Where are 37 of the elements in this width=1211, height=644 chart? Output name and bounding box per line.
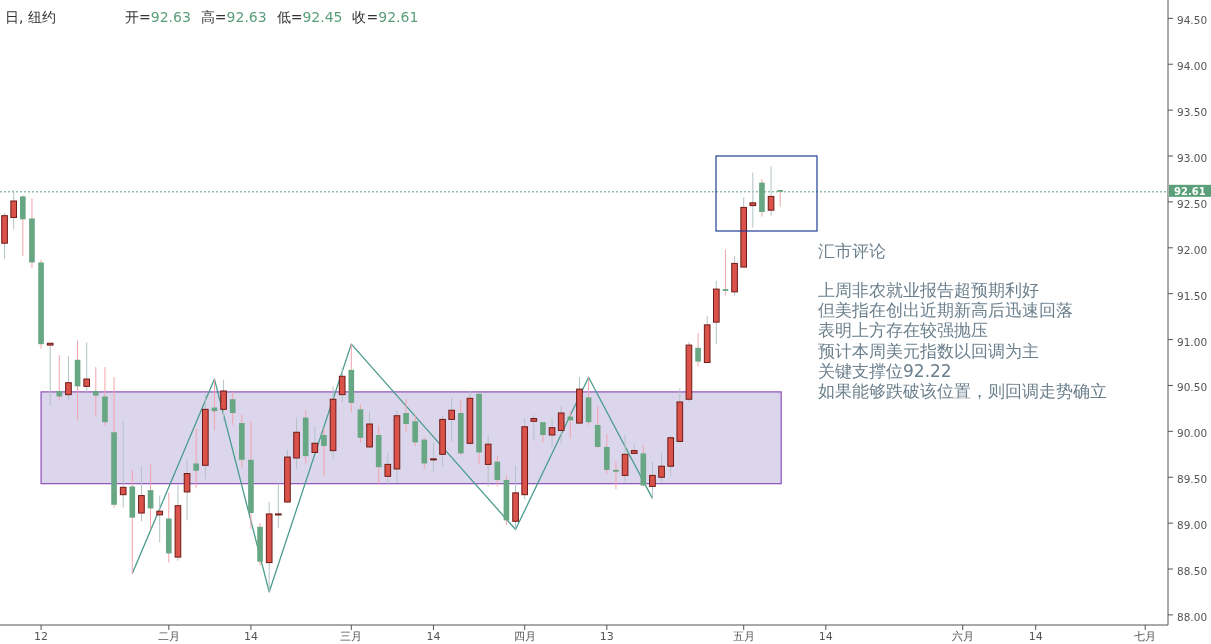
x-tick-label: 四月 [513, 630, 536, 643]
y-tick-label: 90.50 [1177, 381, 1208, 394]
annotation: 汇市评论 [818, 241, 886, 261]
y-tick-label: 89.00 [1177, 519, 1208, 532]
y-tick-label: 88.50 [1177, 565, 1208, 578]
ref-line-label: 92.61 [1174, 185, 1206, 197]
annotation: 关键支撑位92.22 [818, 360, 952, 381]
y-tick-label: 89.50 [1177, 473, 1208, 486]
x-tick-label: 七月 [1134, 630, 1157, 643]
x-tick-label: 14 [426, 630, 441, 643]
y-tick-label: 93.00 [1177, 152, 1208, 165]
y-tick-label: 93.50 [1177, 106, 1208, 119]
y-tick-label: 94.00 [1177, 60, 1208, 73]
x-tick-label: 六月 [951, 630, 974, 643]
x-tick-label: 14 [243, 630, 258, 643]
y-tick-label: 90.00 [1177, 427, 1208, 440]
annotation: 预计本周美元指数以回调为主 [818, 340, 1039, 361]
y-tick-label: 92.50 [1177, 197, 1208, 210]
x-tick-label: 二月 [157, 630, 180, 643]
y-tick-label: 88.00 [1177, 610, 1208, 623]
x-tick-label: 14 [818, 630, 833, 643]
y-tick-label: 91.00 [1177, 335, 1208, 348]
x-tick-label: 14 [1028, 630, 1043, 643]
text: 开=92.63 高=92.63 低=92.45 收=92.61 [125, 9, 419, 25]
y-tick-label: 92.00 [1177, 243, 1208, 256]
annotation: 表明上方存在较强抛压 [818, 320, 988, 341]
x-tick-label: 12 [34, 630, 49, 643]
annotation: 上周非农就业报告超预期利好 [818, 280, 1039, 300]
x-tick-label: 五月 [732, 630, 755, 643]
line-series [131, 343, 654, 593]
x-tick-label: 三月 [340, 630, 363, 643]
y-tick-label: 91.50 [1177, 289, 1208, 302]
x-tick-label: 13 [599, 630, 614, 643]
y-tick-label: 94.50 [1177, 14, 1208, 27]
annotation: 如果能够跌破该位置，则回调走势确立 [818, 381, 1107, 401]
annotation: 但美指在创出近期新高后迅速回落 [818, 300, 1073, 321]
text: 日, 纽约 [5, 9, 56, 25]
